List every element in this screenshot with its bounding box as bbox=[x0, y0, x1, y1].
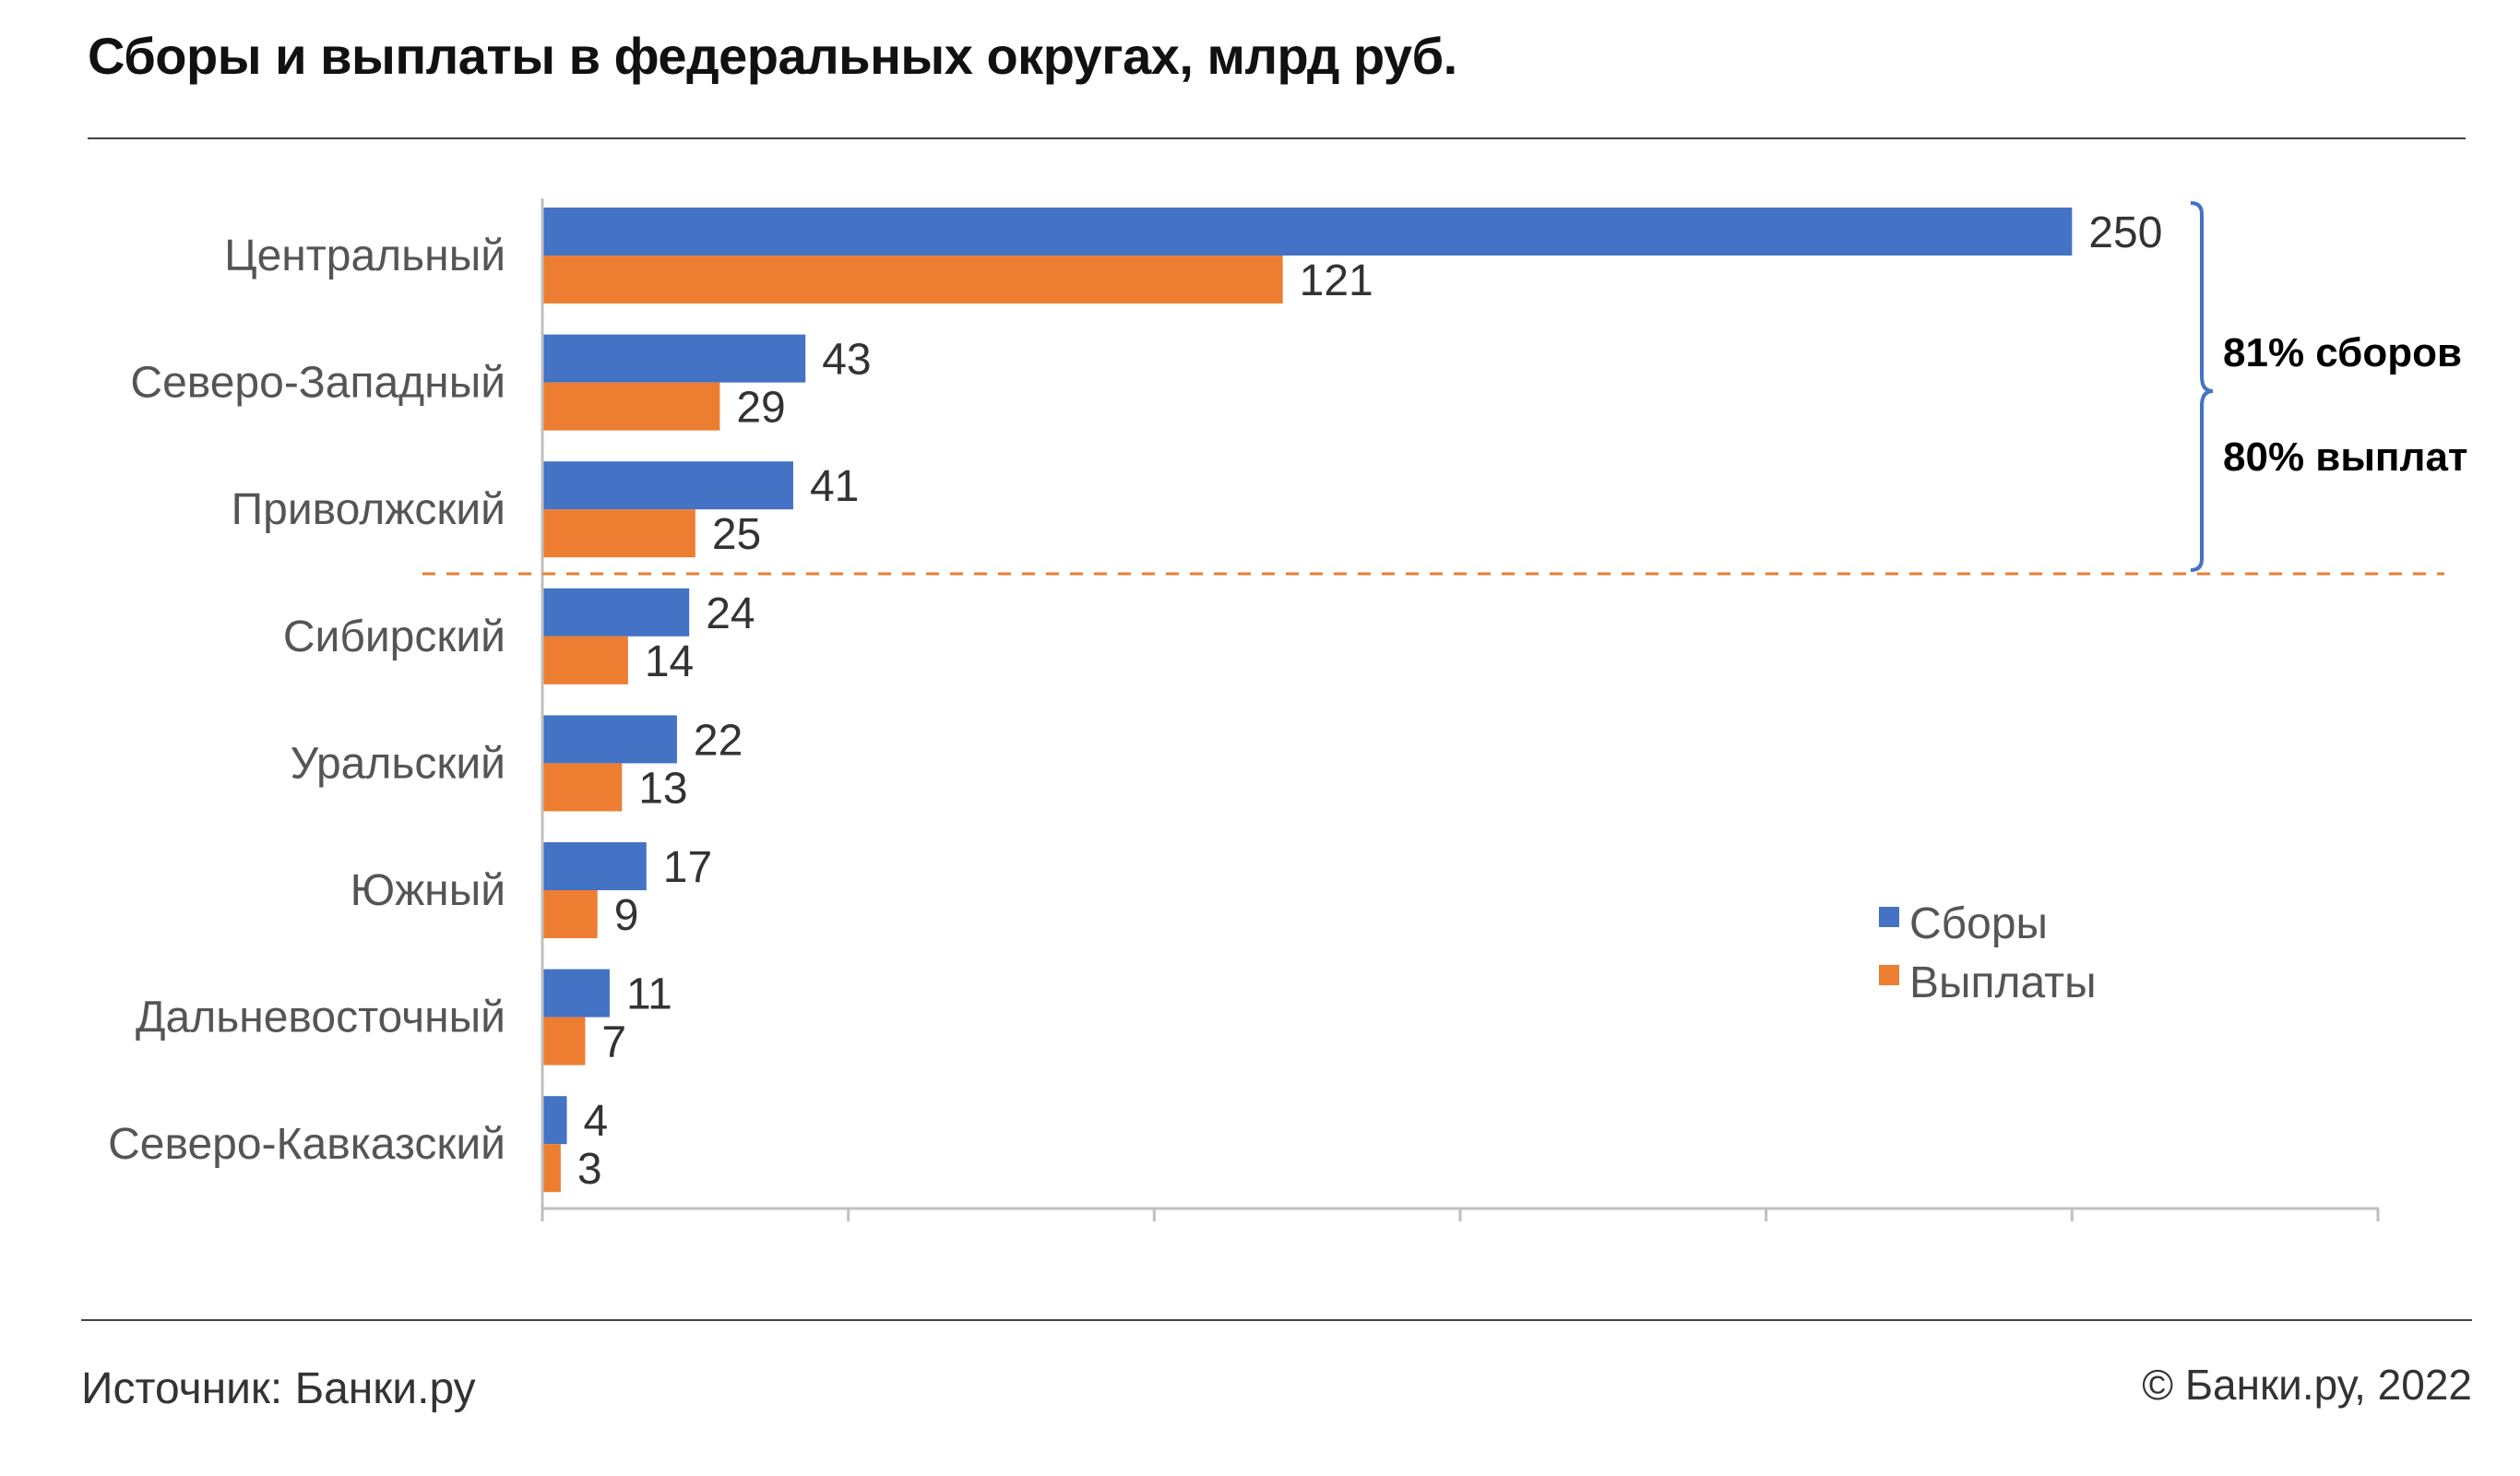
chart-title: Сборы и выплаты в федеральных округах, м… bbox=[88, 27, 1457, 85]
bar-payments bbox=[542, 382, 720, 431]
value-label-collections: 17 bbox=[663, 843, 712, 892]
bar-collections bbox=[542, 715, 677, 764]
value-label-payments: 9 bbox=[614, 891, 639, 940]
copyright-note: © Банки.ру, 2022 bbox=[2142, 1361, 2472, 1409]
source-note: Источник: Банки.ру bbox=[81, 1364, 476, 1413]
value-label-collections: 4 bbox=[584, 1097, 609, 1146]
bar-payments bbox=[542, 890, 598, 938]
bar-chart: Центральный 250 121 Северо-Западный 43 29 Прив… bbox=[108, 198, 2467, 1221]
bar-payments bbox=[542, 256, 1283, 304]
category-label: Южный bbox=[351, 866, 505, 915]
value-label-collections: 43 bbox=[822, 336, 871, 385]
category-label: Приволжский bbox=[232, 485, 505, 534]
category-label: Северо-Кавказский bbox=[108, 1120, 505, 1169]
bar-payments bbox=[542, 1144, 561, 1193]
value-label-collections: 22 bbox=[694, 716, 743, 765]
category-label: Центральный bbox=[224, 232, 505, 280]
bars-layer: Центральный 250 121 Северо-Западный 43 29 Прив… bbox=[108, 208, 2162, 1194]
legend-swatch-collections bbox=[1879, 907, 1899, 927]
value-label-payments: 13 bbox=[638, 764, 687, 813]
value-label-payments: 29 bbox=[736, 384, 785, 433]
bar-payments bbox=[542, 636, 628, 684]
value-label-payments: 14 bbox=[645, 637, 694, 686]
legend-swatch-payments bbox=[1879, 965, 1899, 985]
category-label: Уральский bbox=[291, 739, 505, 788]
x-axis bbox=[541, 198, 2380, 1221]
bar-payments bbox=[542, 509, 695, 558]
bar-collections bbox=[542, 1096, 567, 1145]
value-label-collections: 11 bbox=[626, 970, 672, 1019]
category-label: Северо-Западный bbox=[130, 359, 505, 408]
value-label-payments: 121 bbox=[1300, 256, 1373, 305]
category-label: Сибирский bbox=[283, 613, 505, 661]
value-label-collections: 24 bbox=[706, 589, 755, 638]
legend-label-collections: Сборы bbox=[1909, 899, 2048, 948]
bar-collections bbox=[542, 842, 647, 890]
bottom-divider bbox=[81, 1319, 2472, 1321]
value-label-payments: 7 bbox=[601, 1018, 626, 1067]
bar-collections bbox=[542, 208, 2073, 256]
legend-label-payments: Выплаты bbox=[1909, 958, 2097, 1007]
bar-collections bbox=[542, 969, 610, 1018]
value-label-payments: 3 bbox=[577, 1145, 602, 1194]
top3-bracket bbox=[2190, 201, 2214, 572]
value-label-payments: 25 bbox=[712, 510, 761, 559]
bar-collections bbox=[542, 334, 806, 383]
top-divider bbox=[88, 137, 2466, 139]
value-label-collections: 41 bbox=[810, 462, 859, 511]
annotation-payments-share: 80% выплат bbox=[2223, 434, 2467, 480]
value-label-collections: 250 bbox=[2088, 208, 2162, 257]
bar-payments bbox=[542, 763, 623, 812]
bar-collections bbox=[542, 461, 793, 510]
category-label: Дальневосточный bbox=[136, 994, 505, 1042]
bar-payments bbox=[542, 1017, 586, 1065]
legend: Сборы Выплаты bbox=[1879, 899, 2097, 1007]
annotation-collections-share: 81% сборов bbox=[2223, 330, 2462, 375]
bar-collections bbox=[542, 588, 690, 637]
